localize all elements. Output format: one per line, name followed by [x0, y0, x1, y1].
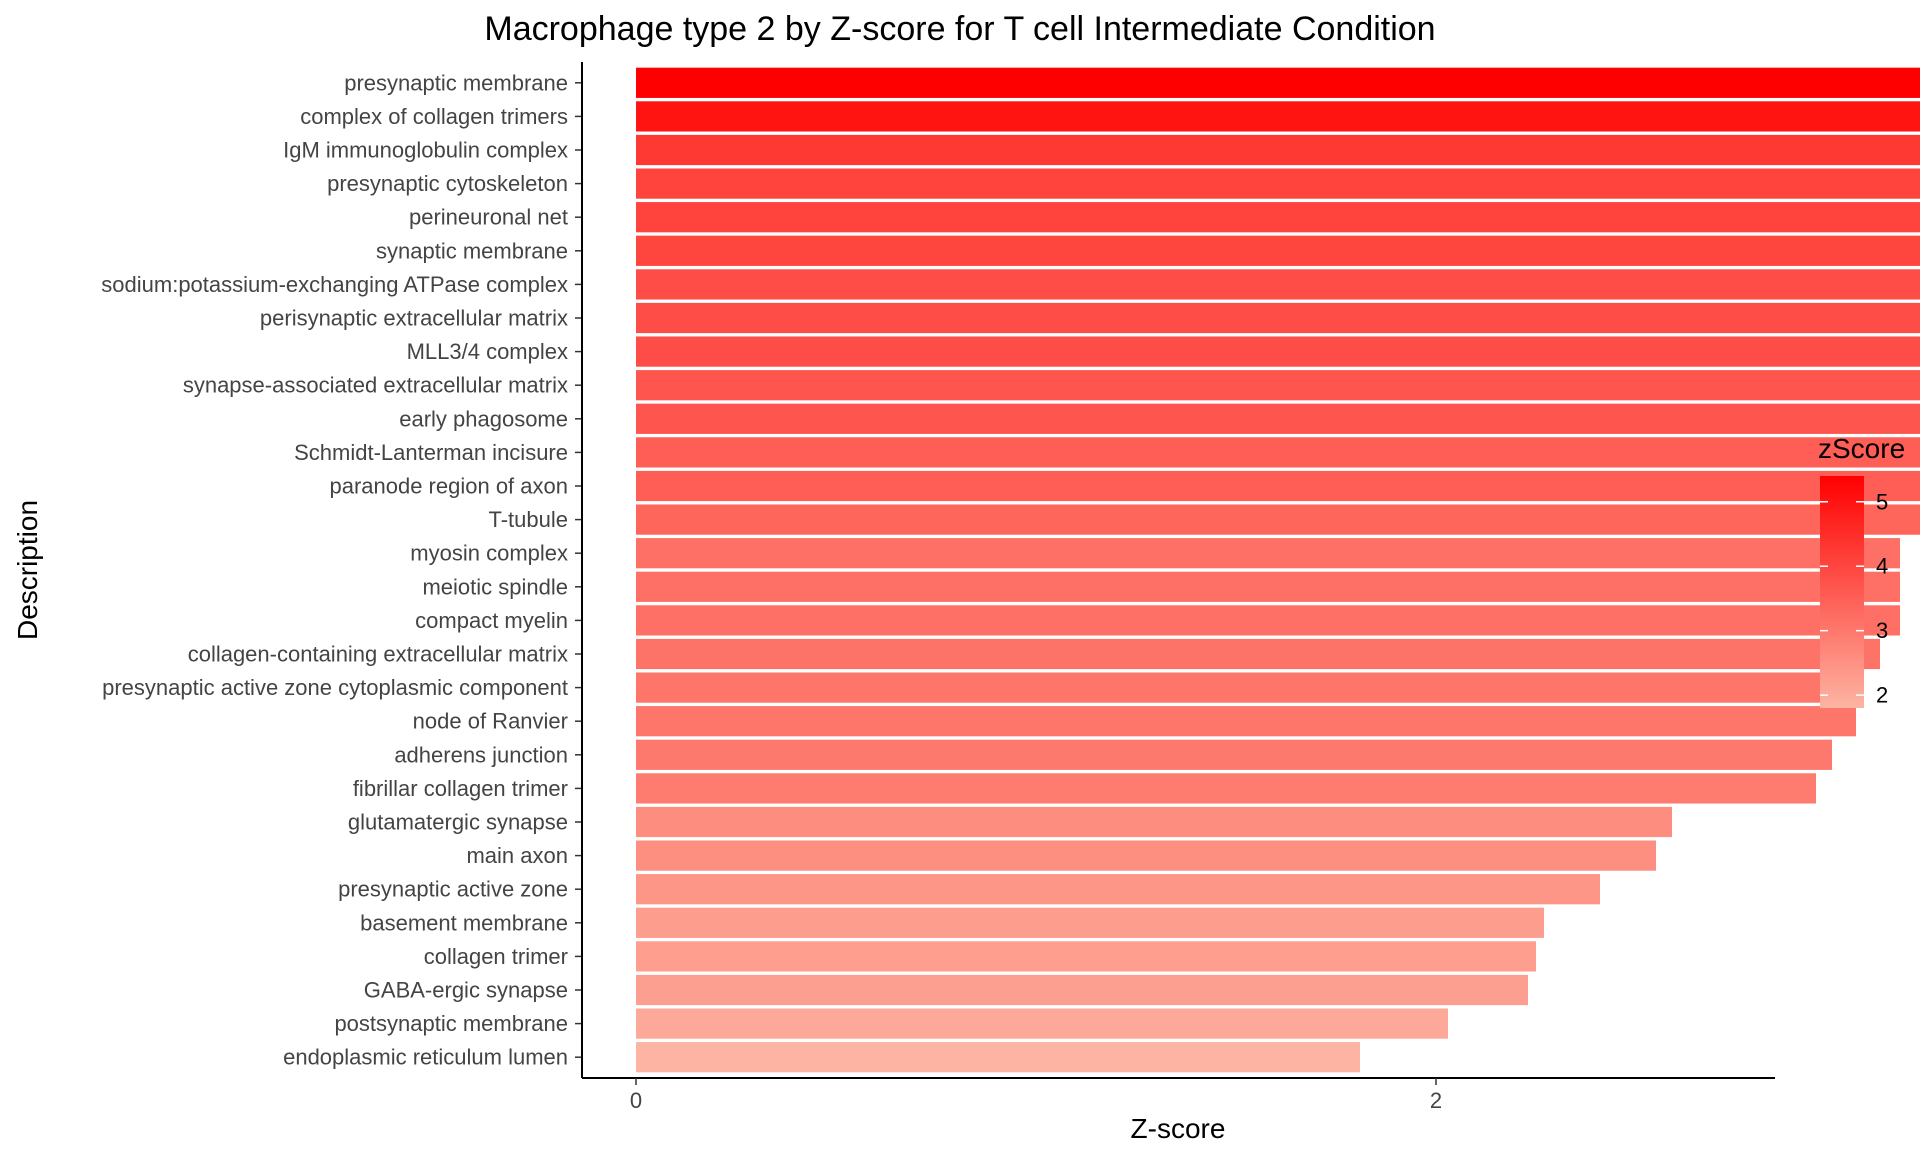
- bar: [636, 101, 1920, 132]
- bar: [636, 202, 1920, 233]
- bar: [636, 1008, 1448, 1039]
- category-label: presynaptic active zone cytoplasmic comp…: [102, 675, 568, 700]
- category-label: presynaptic active zone: [338, 877, 568, 902]
- category-label: paranode region of axon: [329, 474, 568, 499]
- x-ticks: 024: [630, 1078, 1442, 1113]
- category-label: node of Ranvier: [413, 709, 568, 734]
- bar: [636, 235, 1920, 266]
- category-labels: presynaptic membrane complex of collagen …: [101, 70, 582, 1070]
- legend-tick-label: 5: [1876, 489, 1888, 514]
- category-label: endoplasmic reticulum lumen: [283, 1045, 568, 1070]
- category-label: adherens junction: [394, 742, 568, 767]
- category-label: MLL3/4 complex: [407, 339, 568, 364]
- category-label: basement membrane: [360, 910, 568, 935]
- chart-title: Macrophage type 2 by Z-score for T cell …: [484, 10, 1435, 48]
- category-label: synaptic membrane: [376, 238, 568, 263]
- x-tick-label: 0: [630, 1088, 642, 1113]
- bar: [636, 403, 1920, 434]
- category-label: postsynaptic membrane: [334, 1011, 568, 1036]
- bar: [636, 437, 1920, 468]
- bar: [636, 605, 1900, 636]
- bar: [636, 1042, 1360, 1073]
- category-label: complex of collagen trimers: [300, 104, 568, 129]
- bar: [636, 538, 1900, 569]
- bar: [636, 907, 1544, 938]
- legend-ticks: 2 3 4 5: [1820, 489, 1888, 708]
- category-label: sodium:potassium-exchanging ATPase compl…: [101, 272, 568, 297]
- bar: [636, 672, 1856, 703]
- legend-tick-label: 2: [1876, 683, 1888, 708]
- bar: [636, 302, 1920, 334]
- category-label: collagen trimer: [424, 944, 568, 969]
- y-axis-title: Description: [12, 500, 43, 640]
- legend-title: zScore: [1818, 433, 1905, 464]
- bar: [636, 134, 1920, 166]
- legend-tick-label: 3: [1876, 618, 1888, 643]
- bars-group: [636, 67, 1920, 1073]
- bar: [636, 773, 1816, 804]
- category-label: Schmidt-Lanterman incisure: [294, 440, 568, 465]
- category-label: presynaptic cytoskeleton: [327, 171, 568, 196]
- legend-colorbar: [1820, 476, 1864, 708]
- bar: [636, 67, 1920, 98]
- category-label: GABA-ergic synapse: [364, 978, 568, 1003]
- category-label: main axon: [466, 843, 568, 868]
- bar: [636, 470, 1920, 502]
- bar: [636, 504, 1920, 535]
- bar: [636, 840, 1656, 871]
- legend-tick-label: 4: [1876, 554, 1888, 579]
- x-axis-title: Z-score: [1131, 1113, 1226, 1144]
- category-label: meiotic spindle: [422, 574, 568, 599]
- bar: [636, 974, 1528, 1006]
- category-label: fibrillar collagen trimer: [353, 776, 568, 801]
- category-label: myosin complex: [410, 541, 568, 566]
- category-label: presynaptic membrane: [344, 70, 568, 95]
- category-label: synapse-associated extracellular matrix: [183, 373, 568, 398]
- bar: [636, 806, 1672, 838]
- x-tick-label: 2: [1430, 1088, 1442, 1113]
- bar: [636, 739, 1832, 770]
- category-label: IgM immunoglobulin complex: [283, 138, 568, 163]
- category-label: glutamatergic synapse: [348, 810, 568, 835]
- category-label: compact myelin: [415, 608, 568, 633]
- bar: [636, 941, 1536, 972]
- bar: [636, 638, 1880, 670]
- legend: zScore 2 3 4 5: [1818, 433, 1905, 708]
- bar: [636, 874, 1600, 905]
- category-label: perineuronal net: [409, 205, 568, 230]
- category-label: collagen-containing extracellular matrix: [188, 642, 568, 667]
- bar: [636, 336, 1920, 367]
- category-label: perisynaptic extracellular matrix: [260, 306, 568, 331]
- bar: [636, 706, 1856, 737]
- bar: [636, 168, 1920, 199]
- bar: [636, 370, 1920, 401]
- category-label: early phagosome: [399, 406, 568, 431]
- bar: [636, 571, 1900, 602]
- category-label: T-tubule: [489, 507, 569, 532]
- bar: [636, 269, 1920, 300]
